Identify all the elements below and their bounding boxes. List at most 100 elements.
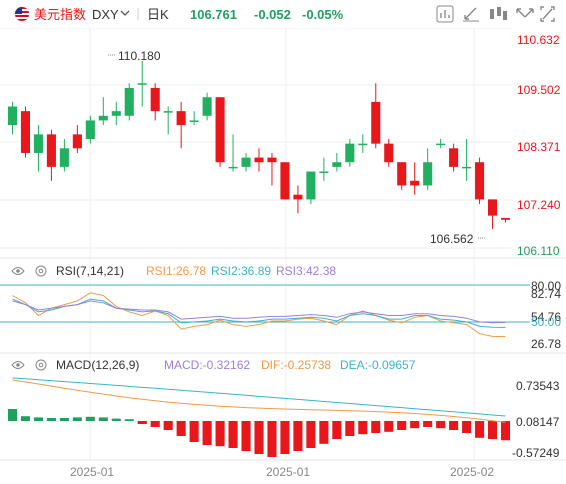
macd-bar-3 — [46, 418, 56, 421]
macd-bar-5 — [72, 417, 82, 421]
candle-body-0 — [7, 106, 18, 126]
macd-bar-12 — [163, 421, 173, 430]
rsi-eye-icon[interactable] — [11, 267, 25, 275]
candle-body-32 — [423, 162, 433, 186]
dif-value: DIF:-0.25738 — [261, 358, 331, 372]
period-label[interactable]: 日K — [147, 7, 169, 22]
candle-body-18 — [241, 157, 251, 167]
rsi-level-80: 80.00 — [531, 279, 561, 293]
rsi-series-1 — [12, 292, 506, 338]
dea-value: DEA:-0.09657 — [340, 358, 416, 372]
macd-bar-30 — [397, 421, 407, 430]
y-tick-107240: 107.240 — [517, 198, 561, 212]
indicator-icon[interactable] — [436, 5, 454, 23]
chart-area[interactable]: 110.632 109.502 108.371 107.240 106.110 … — [0, 28, 566, 484]
macd-lines — [12, 377, 506, 423]
macd-bar-37 — [487, 421, 498, 439]
macd-bar-7 — [98, 417, 108, 421]
macd-bar-1 — [20, 416, 31, 421]
dif-line — [12, 379, 506, 423]
instrument-name[interactable]: 美元指数 — [34, 7, 86, 22]
x-label-1: 2025-01 — [70, 465, 114, 479]
macd-bar-38 — [500, 421, 511, 441]
macd-bar-11 — [150, 421, 160, 427]
drawing-icon[interactable] — [463, 7, 479, 22]
candle-body-14 — [189, 120, 199, 122]
macd-bar-23 — [306, 421, 316, 448]
candle-body-4 — [59, 148, 69, 167]
macd-bar-33 — [436, 421, 446, 429]
candle-body-26 — [345, 143, 355, 163]
rsi-levels: 80.00 82.74 54.76 50.00 26.78 — [0, 279, 561, 351]
macd-bar-31 — [410, 421, 420, 429]
macd-bar-14 — [189, 421, 199, 442]
candle-body-9 — [124, 87, 134, 116]
price-change: -0.052 — [254, 7, 291, 22]
candle-body-35 — [462, 166, 472, 169]
candle-body-36 — [475, 162, 485, 200]
macd-bar-36 — [475, 421, 485, 438]
candle-body-22 — [293, 194, 303, 200]
price-candles — [7, 60, 511, 230]
candle-body-20 — [267, 157, 277, 163]
macd-bar-25 — [332, 421, 342, 439]
high-marker: 110.180 — [108, 49, 161, 63]
settings-icon[interactable] — [490, 7, 507, 20]
fullscreen-icon[interactable] — [540, 6, 555, 22]
candle-body-10 — [137, 83, 147, 85]
rsi-level-50: 50.00 — [531, 315, 561, 329]
rsi-title: RSI(7,14,21) — [56, 264, 124, 278]
macd-bar-20 — [267, 421, 277, 457]
macd-bar-16 — [215, 421, 225, 447]
candle-body-3 — [46, 134, 56, 167]
chart-grid — [0, 28, 512, 460]
macd-settings-icon[interactable] — [35, 359, 47, 371]
candle-body-21 — [280, 162, 290, 200]
rsi-series-2 — [12, 298, 506, 328]
macd-bar-32 — [423, 421, 433, 427]
candle-body-15 — [202, 97, 212, 116]
expand-icon[interactable] — [516, 8, 534, 18]
flag-us-icon — [14, 6, 30, 22]
macd-bar-29 — [384, 421, 394, 432]
macd-bar-6 — [85, 416, 95, 421]
y-tick-106110: 106.110 — [517, 244, 560, 258]
candle-body-37 — [487, 199, 498, 216]
macd-bar-26 — [345, 421, 355, 436]
macd-bar-21 — [280, 421, 290, 454]
rsi-level-2678: 26.78 — [531, 337, 561, 351]
macd-level-008147: 0.08147 — [516, 415, 560, 429]
candle-body-16 — [215, 97, 225, 163]
dea-line — [12, 377, 506, 417]
macd-bar-27 — [358, 421, 368, 435]
symbol-label[interactable]: DXY — [92, 7, 119, 22]
candle-body-12 — [163, 111, 173, 113]
rsi3-value: RSI3:42.38 — [276, 264, 336, 278]
macd-eye-icon[interactable] — [11, 361, 25, 369]
rsi-level-5476: 54.76 — [531, 310, 561, 324]
candle-body-2 — [33, 134, 43, 153]
macd-bar-24 — [319, 421, 329, 444]
rsi-settings-icon[interactable] — [35, 265, 47, 277]
candle-body-24 — [319, 171, 329, 174]
macd-bar-2 — [33, 417, 43, 421]
chevron-down-icon[interactable] — [120, 10, 130, 16]
candle-body-13 — [176, 111, 186, 126]
macd-bar-19 — [254, 421, 264, 454]
candle-body-23 — [306, 171, 316, 200]
macd-bar-18 — [241, 421, 251, 451]
rsi2-value: RSI2:36.89 — [211, 264, 271, 278]
macd-level-057249: -0.57249 — [512, 446, 560, 460]
candle-body-27 — [358, 143, 368, 146]
low-label: 106.562 — [430, 232, 474, 246]
macd-bar-17 — [228, 421, 238, 448]
candle-body-6 — [85, 120, 95, 140]
candle-body-1 — [20, 111, 31, 153]
candle-body-8 — [111, 111, 121, 116]
candle-body-28 — [371, 101, 381, 144]
macd-bar-9 — [124, 419, 134, 421]
header-svg: 美元指数 DXY 日K 106.761 -0.052 -0.05% — [14, 5, 555, 23]
x-label-3: 2025-02 — [450, 465, 494, 479]
macd-title: MACD(12,26,9) — [56, 358, 139, 372]
